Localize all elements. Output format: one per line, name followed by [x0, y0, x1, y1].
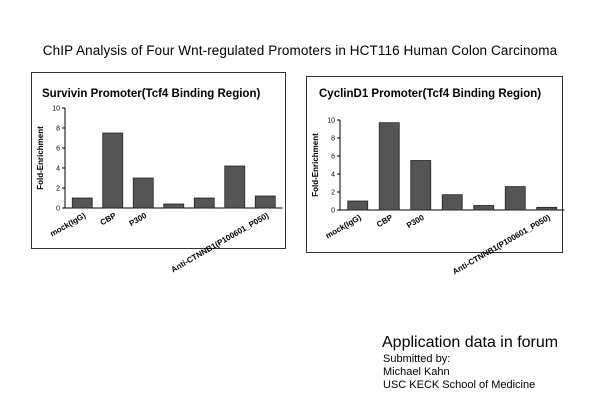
survivin-x-tick-label: CBP: [99, 211, 119, 228]
survivin-chart-panel: Survivin Promoter(Tcf4 Binding Region) Fo…: [31, 72, 286, 274]
cyclind1-bar: [473, 205, 495, 211]
survivin-bar: [224, 165, 246, 209]
cyclind1-bar: [536, 206, 558, 211]
cyclind1-x-tick-label: P300: [405, 213, 426, 230]
cyclind1-x-tick-label: CBP: [375, 213, 395, 230]
footer-submitted-label: Submitted by:: [383, 353, 451, 365]
footer-heading: Application data in forum: [382, 334, 559, 351]
cyclind1-y-tick-label: 0: [331, 208, 335, 215]
survivin-x-tick-label: mock(IgG): [48, 211, 87, 239]
footer-author: Michael Kahn: [383, 366, 450, 378]
survivin-bar: [254, 195, 276, 209]
cyclind1-y-axis-label: Fold-Enrichment: [311, 133, 320, 197]
survivin-y-tick-label: 6: [56, 146, 60, 153]
cyclind1-y-tick-label: 4: [331, 172, 335, 179]
cyclind1-bar-chart: CyclinD1 Promoter(Tcf4 Binding Region) Fo…: [311, 88, 565, 276]
survivin-y-tick-label: 4: [56, 166, 60, 173]
footer-affiliation: USC KECK School of Medicine: [383, 379, 536, 391]
survivin-x-tick-label: Anti-CTNNB1(P100601_P050): [169, 211, 270, 275]
page-title: ChIP Analysis of Four Wnt-regulated Prom…: [42, 43, 558, 58]
cyclind1-chart-title: CyclinD1 Promoter(Tcf4 Binding Region): [319, 88, 541, 100]
cyclind1-bar: [441, 194, 463, 211]
survivin-bar: [71, 197, 93, 209]
survivin-y-axis-label: Fold-Enrichment: [36, 126, 45, 190]
survivin-bar-chart: Survivin Promoter(Tcf4 Binding Region) Fo…: [36, 88, 283, 274]
cyclind1-y-tick-label: 2: [331, 190, 335, 197]
cyclind1-bar: [347, 200, 369, 211]
survivin-bar: [102, 132, 124, 209]
survivin-bar: [163, 203, 185, 209]
cyclind1-y-tick-label: 8: [331, 136, 335, 143]
survivin-x-tick-label: P300: [128, 211, 149, 228]
survivin-y-tick-label: 10: [52, 106, 60, 113]
cyclind1-x-tick-label: mock(IgG): [324, 213, 363, 241]
survivin-bar: [132, 177, 154, 209]
survivin-chart-title: Survivin Promoter(Tcf4 Binding Region): [42, 88, 260, 100]
cyclind1-chart-panel: CyclinD1 Promoter(Tcf4 Binding Region) Fo…: [306, 76, 565, 276]
survivin-y-tick-label: 2: [56, 186, 60, 193]
survivin-y-tick-label: 8: [56, 126, 60, 133]
cyclind1-bar: [378, 122, 400, 211]
survivin-bar: [193, 197, 215, 209]
cyclind1-y-tick-label: 6: [331, 154, 335, 161]
survivin-y-tick-label: 0: [56, 206, 60, 213]
cyclind1-bar: [504, 186, 526, 211]
cyclind1-bar: [410, 160, 432, 211]
cyclind1-x-tick-label: Anti-CTNNB1(P100601_P050): [451, 213, 552, 277]
cyclind1-y-tick-label: 10: [327, 118, 335, 125]
